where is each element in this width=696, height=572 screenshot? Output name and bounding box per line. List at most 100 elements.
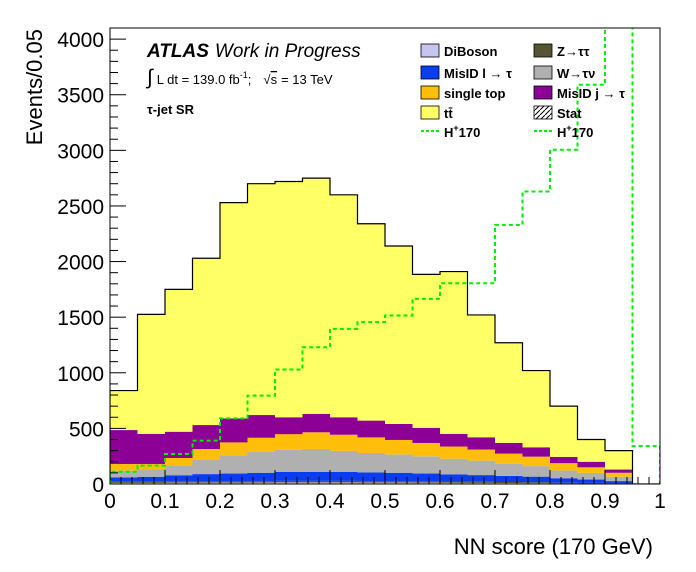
region-label: τ-jet SR xyxy=(147,102,195,117)
legend-label: DiBoson xyxy=(444,44,498,59)
x-tick-label: 1 xyxy=(654,490,666,513)
bar-w-taunu-bin-8 xyxy=(330,450,358,472)
bar-ttbar-bin-11 xyxy=(412,274,440,428)
bar-single-top-bin-18 xyxy=(605,472,633,477)
bar-misid-l-tau-bin-4 xyxy=(220,473,248,482)
y-axis: 0 500 1000 1500 2000 2500 3000 3500 4000 xyxy=(57,27,126,497)
legend-entry-misid-j-tau: MisID j → τ xyxy=(533,85,625,101)
bar-ttbar-bin-15 xyxy=(522,370,550,448)
bar-single-top-bin-15 xyxy=(522,456,550,467)
bar-ttbar-bin-12 xyxy=(440,271,468,434)
bar-ttbar-bin-4 xyxy=(220,202,248,419)
x-axis: 0 0.1 0.2 0.3 0.4 0.5 0.6 0.7 0.8 0.9 1 xyxy=(104,470,666,513)
bar-single-top-bin-5 xyxy=(247,437,275,452)
bar-misid-j-tau-bin-3 xyxy=(192,425,220,450)
bar-misid-j-tau-bin-0 xyxy=(110,430,138,464)
bar-diboson-bin-11 xyxy=(412,482,440,484)
stacked-histograms xyxy=(110,178,633,484)
y-tick-label: 1000 xyxy=(57,363,104,386)
atlas-status: Work in Progress xyxy=(215,41,361,62)
bar-single-top-bin-16 xyxy=(550,463,578,471)
bar-misid-j-tau-bin-12 xyxy=(440,433,468,447)
bar-w-taunu-bin-18 xyxy=(605,476,633,482)
series-misid-l-tau xyxy=(110,471,633,484)
bar-single-top-bin-10 xyxy=(385,439,413,455)
bar-misid-l-tau-bin-6 xyxy=(275,471,303,481)
legend-label: H+170 xyxy=(444,123,480,140)
bar-misid-j-tau-bin-1 xyxy=(137,433,165,464)
bar-misid-l-tau-bin-7 xyxy=(302,471,330,481)
legend-label: H+170 xyxy=(557,123,593,140)
bar-diboson-bin-1 xyxy=(137,482,165,484)
atlas-label: ATLAS xyxy=(146,41,209,62)
bar-z-tautau-bin-9 xyxy=(357,481,385,483)
y-tick-label: 4000 xyxy=(57,29,104,52)
legend-swatch xyxy=(533,105,553,120)
bar-single-top-bin-11 xyxy=(412,442,440,457)
bar-diboson-bin-3 xyxy=(192,482,220,484)
bar-misid-l-tau-bin-13 xyxy=(467,475,495,482)
legend-entry-ttbar: tt̄ xyxy=(420,105,453,121)
y-tick-label: 0 xyxy=(92,474,104,497)
axes: 0 0.1 0.2 0.3 0.4 0.5 0.6 0.7 0.8 0.9 1 0 500 1000 15… xyxy=(57,27,666,513)
bar-diboson-bin-7 xyxy=(302,482,330,484)
y-axis-title: Events/0.05 xyxy=(22,29,47,145)
series-single-top xyxy=(110,432,633,477)
legend-swatch xyxy=(533,65,553,80)
legend-entry-z-tautau: Z→ττ xyxy=(533,43,590,59)
bar-single-top-bin-14 xyxy=(495,453,523,464)
bar-diboson-bin-14 xyxy=(495,482,523,484)
y-tick-label: 3500 xyxy=(57,85,104,108)
legend-label: MisID l → τ xyxy=(444,66,512,81)
bar-w-taunu-bin-1 xyxy=(137,469,165,477)
bar-w-taunu-bin-0 xyxy=(110,470,138,478)
bar-diboson-bin-12 xyxy=(440,482,468,484)
legend-entry-h-170: H+170 xyxy=(421,123,480,140)
bar-single-top-bin-1 xyxy=(137,463,165,470)
y-tick-label: 2000 xyxy=(57,252,104,275)
legend-swatch xyxy=(420,65,440,80)
bar-z-tautau-bin-0 xyxy=(110,481,138,483)
bar-w-taunu-bin-17 xyxy=(577,472,605,480)
bar-misid-l-tau-bin-11 xyxy=(412,473,440,482)
bar-ttbar-bin-3 xyxy=(192,258,220,426)
bar-misid-j-tau-bin-14 xyxy=(495,442,523,454)
bar-single-top-bin-3 xyxy=(192,449,220,460)
bar-single-top-bin-0 xyxy=(110,463,138,471)
y-tick-label: 2500 xyxy=(57,196,104,219)
bar-diboson-bin-10 xyxy=(385,482,413,484)
bar-w-taunu-bin-4 xyxy=(220,455,248,474)
bar-z-tautau-bin-1 xyxy=(137,481,165,483)
x-tick-label: 0 xyxy=(104,490,116,513)
legend-swatch xyxy=(533,85,553,100)
legend-label: Stat xyxy=(557,106,582,121)
legend-label: tt̄ xyxy=(444,106,453,121)
y-tick-label: 1500 xyxy=(57,307,104,330)
bar-z-tautau-bin-14 xyxy=(495,481,523,483)
legend-label: W→τν xyxy=(557,66,595,81)
bar-misid-j-tau-bin-13 xyxy=(467,437,495,450)
luminosity-label: ∫ L dt = 139.0 fb-1; √s = 13 TeV xyxy=(146,66,333,89)
legend-label: Z→ττ xyxy=(557,44,590,59)
bar-misid-l-tau-bin-12 xyxy=(440,474,468,482)
bar-misid-l-tau-bin-8 xyxy=(330,471,358,481)
x-tick-label: 0.8 xyxy=(535,490,564,513)
bar-diboson-bin-6 xyxy=(275,482,303,484)
bar-ttbar-bin-14 xyxy=(495,342,523,443)
bar-w-taunu-bin-10 xyxy=(385,454,413,473)
bar-misid-j-tau-bin-11 xyxy=(412,427,440,443)
bar-single-top-bin-6 xyxy=(275,434,303,450)
y-tick-label: 3000 xyxy=(57,140,104,163)
bar-misid-l-tau-bin-10 xyxy=(385,472,413,482)
bar-z-tautau-bin-10 xyxy=(385,481,413,483)
x-tick-label: 0.1 xyxy=(150,490,179,513)
bar-misid-j-tau-bin-9 xyxy=(357,420,385,438)
series-ttbar xyxy=(110,178,633,470)
bar-misid-l-tau-bin-17 xyxy=(577,479,605,483)
bar-single-top-bin-13 xyxy=(467,449,495,461)
bar-diboson-bin-0 xyxy=(110,482,138,484)
bar-w-taunu-bin-9 xyxy=(357,452,385,473)
x-tick-label: 0.3 xyxy=(260,490,289,513)
legend-label: MisID j → τ xyxy=(557,86,625,101)
